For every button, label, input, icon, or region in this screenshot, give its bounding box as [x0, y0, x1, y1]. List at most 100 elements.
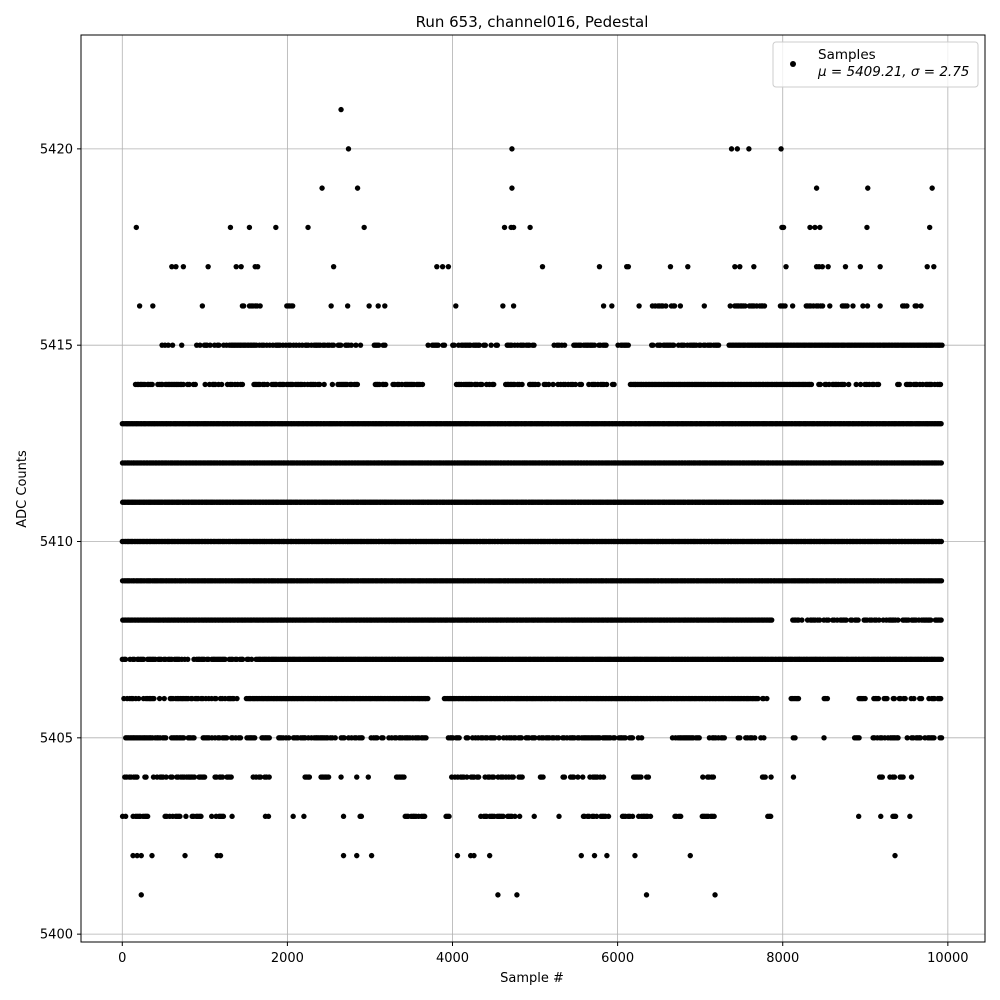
data-point [198, 813, 204, 820]
data-point [518, 735, 525, 741]
data-point [122, 813, 129, 820]
data-point [578, 852, 584, 859]
data-point [645, 774, 652, 780]
data-point [531, 813, 537, 820]
data-point [700, 774, 706, 780]
data-point [265, 813, 272, 820]
data-point [380, 735, 386, 741]
data-point [464, 774, 470, 780]
data-point [938, 499, 944, 505]
data-point [629, 813, 636, 820]
data-point [721, 735, 727, 741]
data-point [611, 381, 617, 388]
data-point [266, 774, 272, 780]
data-point [632, 852, 638, 859]
data-point [764, 695, 770, 702]
data-point [491, 381, 497, 388]
data-point [140, 656, 147, 662]
data-point [593, 813, 600, 820]
data-point [911, 695, 917, 702]
data-point [917, 735, 924, 741]
data-point [856, 735, 862, 741]
data-point [519, 381, 525, 388]
data-point [454, 852, 461, 859]
data-point [341, 735, 347, 741]
data-point [213, 695, 219, 702]
data-point [130, 852, 136, 859]
data-point [134, 852, 140, 859]
data-point [605, 813, 612, 820]
data-point [879, 774, 886, 780]
data-point [512, 813, 518, 820]
data-point [465, 735, 471, 741]
data-point [561, 774, 568, 780]
data-point [855, 813, 862, 820]
data-point [149, 381, 155, 388]
data-point [571, 774, 577, 780]
data-point [752, 735, 758, 741]
data-point [185, 656, 191, 662]
data-point [678, 813, 684, 820]
data-point [938, 617, 944, 623]
data-point [843, 617, 849, 623]
data-point [769, 617, 775, 623]
data-point [875, 695, 882, 702]
data-point [138, 892, 144, 898]
data-point [475, 774, 482, 780]
data-point [183, 813, 189, 820]
data-point [622, 735, 629, 741]
data-point [177, 813, 183, 820]
data-point [208, 813, 215, 820]
data-point [192, 381, 198, 388]
data-point [761, 735, 767, 741]
data-point [600, 774, 607, 780]
data-point [136, 695, 142, 702]
data-point [286, 735, 292, 741]
data-point [908, 774, 915, 780]
data-point [710, 774, 717, 780]
data-point [239, 656, 246, 662]
data-point [768, 774, 774, 780]
data-point [354, 852, 360, 859]
data-point [266, 735, 272, 741]
data-point [383, 381, 389, 388]
data-point [900, 774, 906, 780]
data-point [374, 735, 380, 741]
data-point [580, 774, 586, 780]
data-point [938, 538, 945, 545]
data-point [354, 774, 360, 780]
data-point [556, 813, 562, 820]
data-point [514, 892, 520, 898]
data-point [792, 735, 798, 741]
data-point [904, 735, 910, 741]
data-point [500, 813, 506, 820]
data-point [795, 695, 802, 702]
data-point [712, 892, 718, 898]
data-point [354, 381, 361, 388]
data-point [191, 735, 197, 741]
data-point [891, 695, 898, 702]
data-point [647, 813, 654, 820]
data-point [219, 774, 226, 780]
data-point [638, 735, 645, 741]
data-point [638, 774, 644, 780]
data-point [516, 813, 523, 820]
data-point [510, 774, 516, 780]
data-point [825, 617, 832, 623]
data-point [229, 813, 235, 820]
data-point [332, 735, 338, 741]
data-point [824, 695, 831, 702]
data-point [239, 381, 246, 388]
data-point [191, 774, 198, 780]
data-point [163, 774, 169, 780]
data-point [224, 735, 230, 741]
data-point [252, 735, 258, 741]
data-point [201, 774, 208, 780]
data-point [228, 774, 234, 780]
data-point [878, 813, 884, 820]
data-point [892, 852, 898, 859]
data-point [603, 381, 610, 388]
data-point [519, 774, 525, 780]
data-point [237, 735, 244, 741]
data-point [156, 695, 163, 702]
